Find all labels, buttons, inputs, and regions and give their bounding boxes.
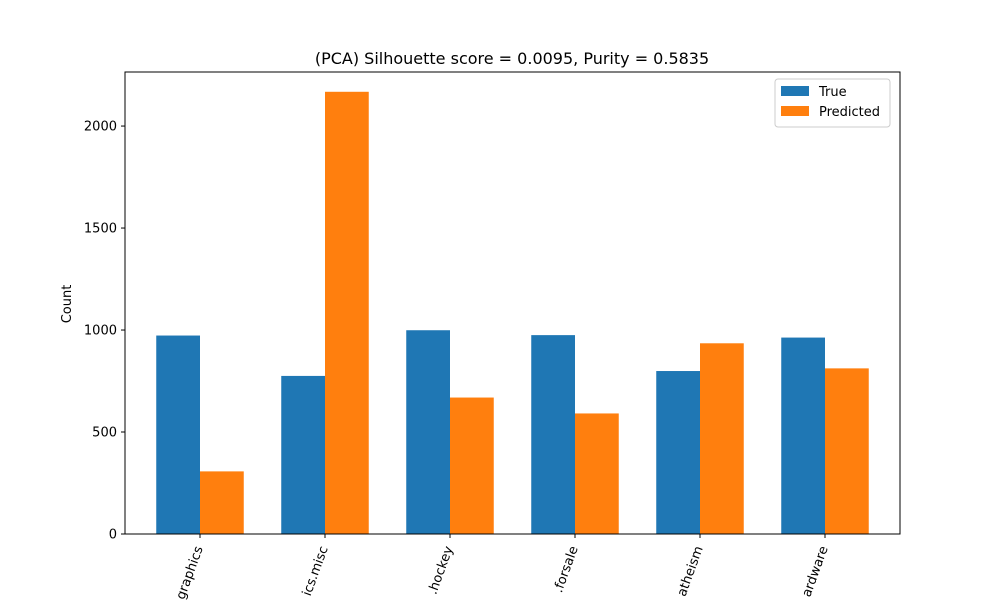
y-tick-label: 1000 xyxy=(84,324,117,339)
y-tick-label: 2000 xyxy=(84,120,117,135)
x-tick-label: ardware xyxy=(800,544,832,599)
y-tick-label: 0 xyxy=(109,528,117,543)
legend-label-true: True xyxy=(818,85,847,100)
bar-predicted-5 xyxy=(825,368,869,534)
bar-predicted-0 xyxy=(200,471,244,534)
bar-true-4 xyxy=(656,371,700,534)
legend-label-predicted: Predicted xyxy=(819,105,880,120)
bar-predicted-3 xyxy=(575,413,619,534)
legend-swatch-true xyxy=(781,86,809,96)
bar-true-0 xyxy=(156,335,200,534)
bar-true-2 xyxy=(406,330,450,534)
x-tick-label: graphics xyxy=(174,544,207,600)
x-ticks-layer: graphics ics.misc .hockey .forsale atheism ar… xyxy=(174,534,832,602)
y-tick-label: 500 xyxy=(92,426,117,441)
bar-true-1 xyxy=(281,375,325,534)
x-tick-label: .forsale xyxy=(551,544,582,595)
legend-swatch-predicted xyxy=(781,106,809,116)
bars-layer xyxy=(156,91,869,534)
chart-title: (PCA) Silhouette score = 0.0095, Purity … xyxy=(315,49,709,68)
y-tick-label: 1500 xyxy=(84,222,117,237)
y-ticks-layer: 0 500 1000 1500 2000 xyxy=(84,120,125,543)
x-tick-label: atheism xyxy=(675,544,707,598)
bar-predicted-2 xyxy=(450,397,494,534)
legend: True Predicted xyxy=(774,78,891,128)
y-axis-label: Count xyxy=(60,285,75,324)
x-tick-label: ics.misc xyxy=(300,544,332,598)
bar-predicted-4 xyxy=(700,343,744,534)
x-tick-label: .hockey xyxy=(425,544,456,597)
plot-frame xyxy=(124,71,901,535)
bar-predicted-1 xyxy=(325,91,369,534)
bar-true-5 xyxy=(781,337,825,534)
bar-true-3 xyxy=(531,335,575,534)
